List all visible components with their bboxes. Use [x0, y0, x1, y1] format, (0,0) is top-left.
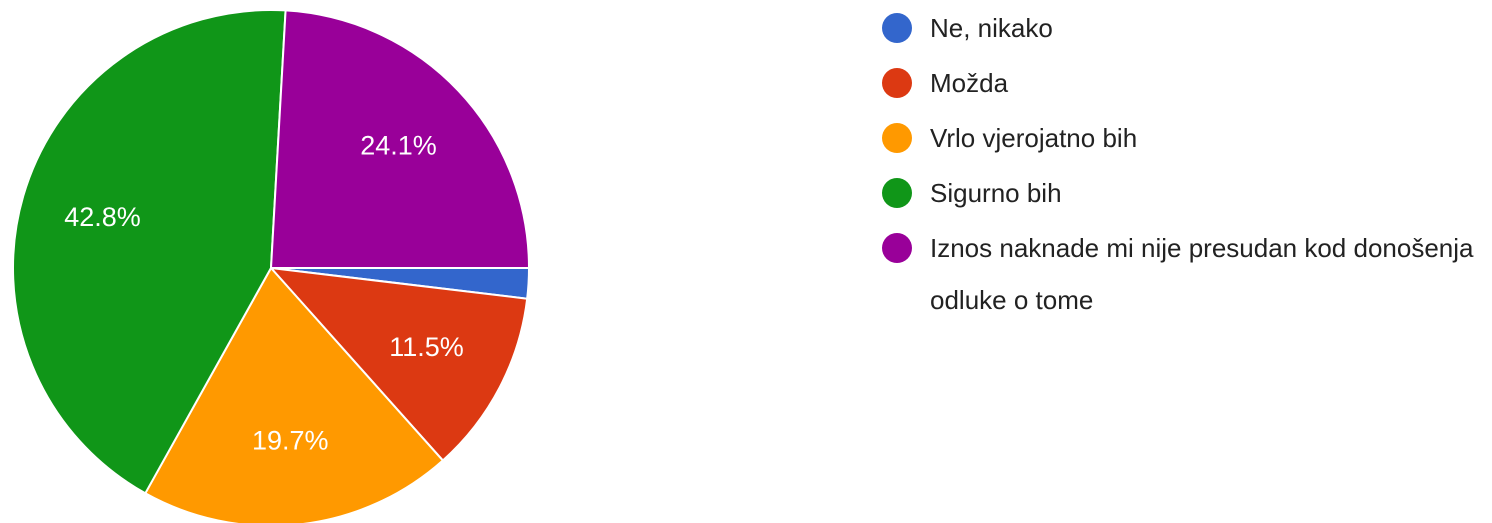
pie-slice: [269, 9, 531, 269]
pie-slice: [143, 266, 445, 523]
legend-item: Ne, nikako: [882, 2, 1482, 54]
pie-slice: [268, 266, 529, 462]
legend-item: Sigurno bih: [882, 167, 1482, 219]
legend-marker: [882, 68, 912, 98]
pie-slice: [12, 9, 287, 495]
legend-item: Vrlo vjerojatno bih: [882, 112, 1482, 164]
slice-label: 11.5%: [389, 332, 464, 362]
legend-marker: [882, 178, 912, 208]
pie-chart: 11.5% 19.7% 42.8% 24.1%: [12, 9, 531, 523]
slice-label: 42.8%: [64, 202, 141, 232]
legend-label: Ne, nikako: [930, 13, 1053, 43]
legend-item: Možda: [882, 57, 1482, 109]
legend-label: Iznos naknade mi nije presudan kod donoš…: [930, 233, 1474, 315]
legend-marker: [882, 233, 912, 263]
slice-label: 19.7%: [252, 426, 329, 456]
legend-marker: [882, 123, 912, 153]
legend-label: Sigurno bih: [930, 178, 1062, 208]
legend-item: Iznos naknade mi nije presudan kod donoš…: [882, 222, 1482, 326]
legend-label: Vrlo vjerojatno bih: [930, 123, 1138, 153]
slice-label: 24.1%: [360, 131, 437, 161]
legend: Ne, nikako Možda Vrlo vjerojatno bih Sigurn…: [882, 2, 1482, 329]
legend-marker: [882, 13, 912, 43]
legend-label: Možda: [930, 68, 1009, 98]
